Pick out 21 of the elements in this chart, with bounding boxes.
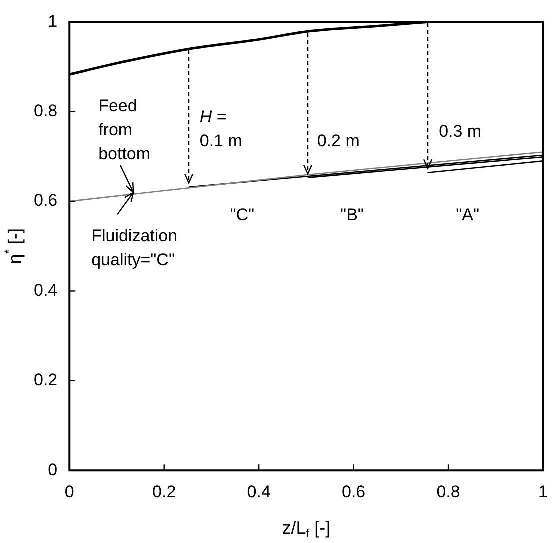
x-tick-label: 0.6 <box>342 482 366 502</box>
y-tick-label: 0 <box>48 460 58 480</box>
x-tick-label: 1 <box>538 482 548 502</box>
x-tick-label: 0.2 <box>152 482 176 502</box>
x-tick-label: 0.8 <box>436 482 460 502</box>
annotation: 0.2 m <box>317 132 360 151</box>
annotation: Feed from bottom <box>98 96 151 164</box>
y-tick-label: 0.6 <box>34 191 58 210</box>
annotation: Fluidization quality="C" <box>92 226 178 270</box>
x-tick-label: 0.4 <box>247 482 271 502</box>
y-axis-title: η* [-] <box>2 228 25 264</box>
annotation: H = 0.1 m <box>200 108 242 151</box>
y-tick-label: 0.4 <box>34 280 58 300</box>
annotation: "C" <box>230 206 255 225</box>
annotation: "B" <box>340 206 364 225</box>
x-tick-label: 0 <box>64 482 74 502</box>
annotation: "A" <box>456 206 480 225</box>
annotation: 0.3 m <box>439 122 482 142</box>
y-tick-label: 0.8 <box>34 102 58 121</box>
y-tick-label: 1 <box>48 12 58 31</box>
y-tick-label: 0.2 <box>34 370 58 390</box>
